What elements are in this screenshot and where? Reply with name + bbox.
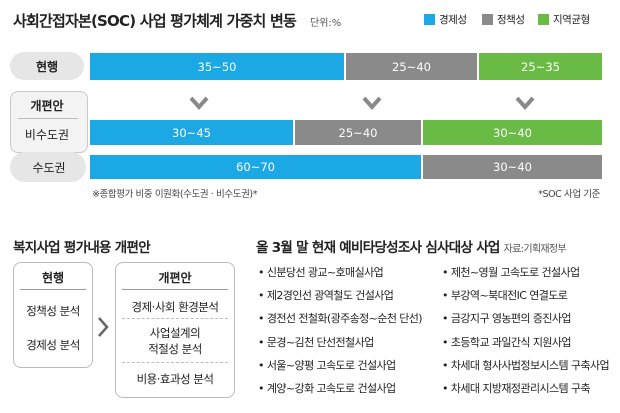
bar-economic: 35~50 bbox=[90, 53, 344, 80]
bar-value-label: 25~40 bbox=[392, 59, 431, 74]
legend-label-regional: 지역균형 bbox=[553, 13, 590, 26]
legend-item-regional: 지역균형 bbox=[538, 12, 590, 26]
legend-swatch-policy bbox=[482, 13, 493, 25]
bar-row-current: 35~50 25~40 25~35 bbox=[90, 53, 602, 80]
project-item-label: 부강역~북대전IC 연결도로 bbox=[450, 289, 568, 303]
bullet-icon: • bbox=[258, 382, 264, 395]
welfare-proposed-item: 비용·효과성 분석 bbox=[136, 372, 214, 386]
bullet-icon: • bbox=[258, 335, 264, 349]
bullet-icon: • bbox=[442, 266, 448, 279]
proposal-group-label: 개편안 bbox=[30, 99, 64, 113]
welfare-proposed-separator bbox=[122, 362, 228, 363]
project-item: • 금강지구 영농편의 증진사업 bbox=[442, 310, 572, 326]
bullet-icon: • bbox=[258, 266, 264, 279]
welfare-proposed-item: 경제·사회 환경분석 bbox=[131, 300, 219, 314]
bullet-icon: • bbox=[442, 358, 448, 372]
welfare-current-header: 현행 bbox=[41, 271, 65, 285]
welfare-proposed-box: 개편안 경제·사회 환경분석 사업설계의 적절성 분석 비용·효과성 분석 bbox=[115, 262, 235, 398]
welfare-current-item: 경제성 분석 bbox=[26, 338, 80, 352]
chevron-down-icon bbox=[362, 96, 382, 110]
project-item-label: 신분당선 광교~호매실사업 bbox=[266, 266, 384, 279]
bar-regional: 25~35 bbox=[479, 53, 602, 80]
bar-value-label: 25~35 bbox=[521, 59, 560, 74]
bar-economic: 30~45 bbox=[90, 120, 293, 145]
unit-label: 단위:% bbox=[310, 18, 342, 29]
bar-value-label: 30~40 bbox=[493, 160, 532, 174]
projects-title-text: 올 3월 말 현재 예비타당성조사 심사대상 사업 bbox=[256, 240, 500, 256]
row-label-capital-box bbox=[10, 152, 86, 182]
project-item-label: 계양~강화 고속도로 건설사업 bbox=[266, 382, 396, 395]
legend-label-policy: 정책성 bbox=[497, 13, 525, 26]
legend-swatch-economic bbox=[424, 13, 435, 25]
bar-row-capital: 60~70 30~40 bbox=[90, 155, 602, 179]
chevron-down-icon bbox=[189, 96, 209, 110]
project-item-label: 문경~김천 단선전철사업 bbox=[266, 335, 374, 349]
bullet-icon: • bbox=[442, 312, 448, 326]
row-label-current: 현행 bbox=[10, 52, 84, 80]
bullet-icon: • bbox=[442, 289, 448, 303]
welfare-title: 복지사업 평가내용 개편안 bbox=[13, 240, 151, 256]
project-item: • 초등학교 과일간식 지원사업 bbox=[442, 334, 572, 350]
project-item-label: 경전선 전철화(광주송정~순천 단선) bbox=[266, 312, 423, 326]
bar-value-label: 25~40 bbox=[338, 125, 378, 140]
project-item-label: 제천~영월 고속도로 건설사업 bbox=[450, 266, 580, 279]
chevron-down-icon bbox=[515, 96, 535, 110]
project-item: • 제천~영월 고속도로 건설사업 bbox=[442, 264, 580, 280]
project-item: • 경전선 전철화(광주송정~순천 단선) bbox=[258, 310, 423, 326]
bullet-icon: • bbox=[442, 382, 448, 395]
project-item-label: 차세대 지방재정관리시스템 구축 bbox=[450, 382, 591, 395]
bar-value-label: 30~40 bbox=[493, 125, 532, 140]
proposal-divider bbox=[18, 118, 78, 119]
project-item-label: 서울~양평 고속도로 건설사업 bbox=[266, 358, 396, 372]
row-label-non-capital: 비수도권 bbox=[24, 128, 70, 142]
bar-value-label: 30~45 bbox=[172, 125, 211, 140]
project-item: • 문경~김천 단선전철사업 bbox=[258, 334, 374, 350]
bar-value-label: 35~50 bbox=[197, 59, 237, 74]
project-item: • 차세대 지방재정관리시스템 구축 bbox=[442, 380, 591, 396]
row-label-capital: 수도권 bbox=[32, 161, 66, 175]
bar-policy: 25~40 bbox=[295, 120, 421, 145]
bar-regional: 30~40 bbox=[423, 120, 602, 145]
bullet-icon: • bbox=[258, 312, 264, 326]
project-item-label: 초등학교 과일간식 지원사업 bbox=[450, 335, 572, 349]
legend-item-economic: 경제성 bbox=[424, 12, 467, 26]
legend-label-economic: 경제성 bbox=[439, 13, 467, 26]
welfare-proposed-header: 개편안 bbox=[158, 271, 192, 285]
project-item: • 신분당선 광교~호매실사업 bbox=[258, 264, 384, 280]
legend-item-policy: 정책성 bbox=[482, 12, 525, 26]
project-item: • 부강역~북대전IC 연결도로 bbox=[442, 287, 568, 303]
projects-source: 자료:기획재정부 bbox=[503, 244, 567, 255]
bullet-icon: • bbox=[258, 358, 264, 372]
legend-swatch-regional bbox=[538, 13, 549, 25]
welfare-current-item: 정책성 분석 bbox=[26, 304, 80, 318]
project-item: • 서울~양평 고속도로 건설사업 bbox=[258, 357, 396, 373]
chart-title: 사회간접자본(SOC) 사업 평가체계 가중치 변동 bbox=[13, 12, 297, 30]
note-dual-weight: ※종합평가 비중 이원화(수도권 · 비수도권)* bbox=[92, 189, 258, 200]
bullet-icon: • bbox=[442, 335, 448, 349]
project-item: • 계양~강화 고속도로 건설사업 bbox=[258, 380, 396, 396]
projects-title: 올 3월 말 현재 예비타당성조사 심사대상 사업 자료:기획재정부 bbox=[256, 236, 567, 256]
bar-policy: 30~40 bbox=[423, 155, 602, 179]
bar-policy: 25~40 bbox=[346, 53, 477, 80]
welfare-current-box: 현행 정책성 분석 경제성 분석 bbox=[13, 262, 93, 368]
welfare-current-divider bbox=[20, 289, 86, 290]
bullet-icon: • bbox=[258, 289, 264, 303]
welfare-proposed-separator bbox=[122, 318, 228, 319]
bar-row-non-capital: 30~45 25~40 30~40 bbox=[90, 120, 602, 145]
proposal-group-box bbox=[10, 91, 88, 153]
note-soc-basis: *SOC 사업 기준 bbox=[538, 189, 600, 200]
welfare-proposed-divider bbox=[122, 289, 228, 290]
welfare-proposed-item: 사업설계의 적절성 분석 bbox=[148, 326, 202, 356]
project-item-label: 제2경인선 광역철도 건설사업 bbox=[266, 289, 394, 303]
project-item: • 차세대 형사사법정보시스템 구축사업 bbox=[442, 357, 610, 373]
project-item-label: 금강지구 영농편의 증진사업 bbox=[450, 312, 572, 326]
bar-value-label: 60~70 bbox=[236, 160, 275, 174]
chevron-right-icon bbox=[98, 317, 109, 337]
bar-economic: 60~70 bbox=[90, 155, 421, 179]
project-item: • 제2경인선 광역철도 건설사업 bbox=[258, 287, 394, 303]
project-item-label: 차세대 형사사법정보시스템 구축사업 bbox=[450, 358, 610, 372]
